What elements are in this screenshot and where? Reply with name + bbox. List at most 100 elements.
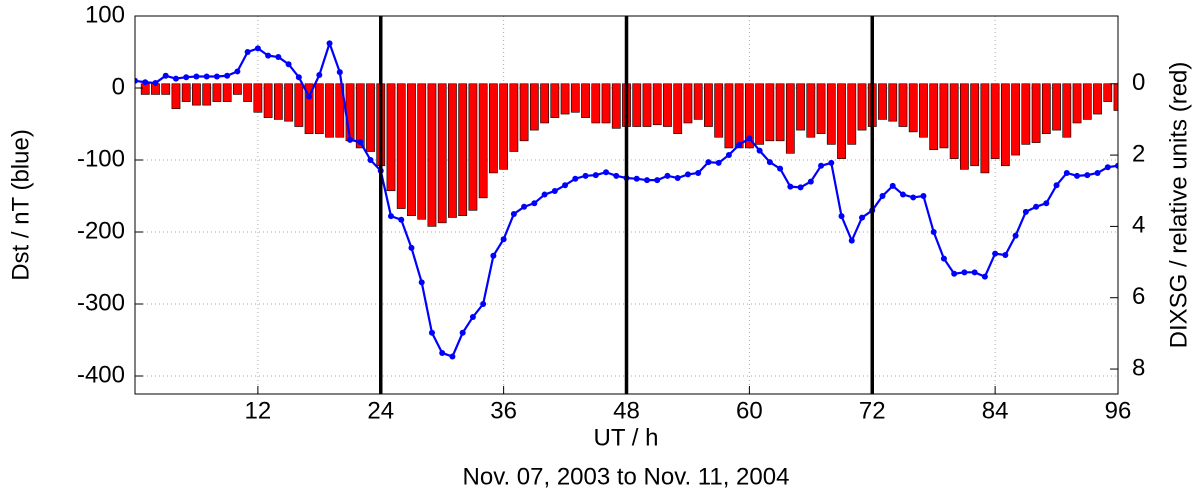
point <box>1094 169 1101 176</box>
point <box>316 72 323 79</box>
point <box>295 74 302 81</box>
bar <box>335 83 345 138</box>
bar <box>499 83 509 170</box>
bar <box>1011 83 1021 156</box>
point <box>439 349 446 356</box>
point <box>152 79 159 86</box>
x-tick-label: 24 <box>367 397 394 424</box>
bar <box>222 83 232 102</box>
y2-tick-label: 4 <box>1132 212 1145 239</box>
point <box>582 172 589 179</box>
bar <box>765 83 775 142</box>
bar <box>970 83 980 167</box>
point <box>981 273 988 280</box>
bar <box>683 83 693 124</box>
y2-tick-label: 2 <box>1132 140 1145 167</box>
point <box>244 49 251 55</box>
bar <box>744 83 754 149</box>
bar <box>325 83 334 138</box>
bar <box>980 83 990 174</box>
bar <box>601 83 611 124</box>
bar <box>591 83 601 124</box>
y-tick-label: 0 <box>112 73 125 100</box>
point <box>408 244 415 251</box>
bar <box>1103 83 1113 102</box>
bar <box>437 83 447 224</box>
bar <box>161 83 171 95</box>
bar <box>314 83 324 134</box>
bar <box>755 83 765 145</box>
point <box>777 165 784 172</box>
bar <box>919 83 928 138</box>
y-tick-label: -100 <box>77 145 125 172</box>
point <box>162 72 169 79</box>
bar <box>806 83 816 138</box>
bar <box>304 83 314 134</box>
point <box>213 73 220 80</box>
y-tick-label: -300 <box>77 289 125 316</box>
point <box>756 147 763 154</box>
y-tick-label: -200 <box>77 217 125 244</box>
bar <box>427 83 437 227</box>
point <box>797 184 804 191</box>
point <box>1115 162 1118 169</box>
y2-axis-label: DIXSG / relative units (red) <box>1165 62 1192 349</box>
bar <box>243 83 253 102</box>
point <box>521 203 528 210</box>
bar <box>140 83 150 95</box>
bar <box>693 83 703 120</box>
point <box>736 141 743 148</box>
bar <box>1113 83 1118 111</box>
point <box>357 139 364 145</box>
bar <box>263 83 273 118</box>
y2-tick-label: 8 <box>1132 354 1145 381</box>
point <box>787 183 794 190</box>
point <box>746 135 753 142</box>
point <box>643 177 650 184</box>
point <box>848 237 855 244</box>
bar <box>826 83 836 145</box>
bar <box>478 83 488 199</box>
point <box>490 252 497 259</box>
point <box>674 175 681 181</box>
bar <box>284 83 293 122</box>
bar <box>396 83 406 209</box>
point <box>910 194 917 201</box>
bar <box>294 83 304 127</box>
point <box>725 151 732 158</box>
point <box>449 353 456 360</box>
point <box>613 172 620 179</box>
point <box>285 61 292 68</box>
bar <box>1031 83 1041 143</box>
bar <box>407 83 416 216</box>
point <box>1022 208 1029 215</box>
bar <box>611 83 621 129</box>
point <box>664 172 671 179</box>
bar <box>949 83 959 159</box>
point <box>889 182 896 189</box>
bar <box>212 83 222 102</box>
point <box>1002 252 1009 259</box>
point <box>859 214 866 221</box>
point <box>592 172 599 179</box>
bar <box>1093 83 1102 115</box>
bar <box>171 83 181 110</box>
point <box>971 269 978 276</box>
x-tick-label: 12 <box>245 397 272 424</box>
bar <box>345 83 355 142</box>
point <box>480 301 487 307</box>
point <box>951 270 958 277</box>
point <box>234 68 241 75</box>
point <box>879 193 886 199</box>
y2-tick-label: 0 <box>1132 69 1145 96</box>
bar <box>181 83 191 102</box>
bar <box>847 83 857 145</box>
bar <box>273 83 283 120</box>
point <box>326 40 333 47</box>
point <box>1053 182 1060 189</box>
point <box>469 313 476 320</box>
point <box>275 54 282 61</box>
bar <box>673 83 683 134</box>
bar <box>540 83 549 124</box>
